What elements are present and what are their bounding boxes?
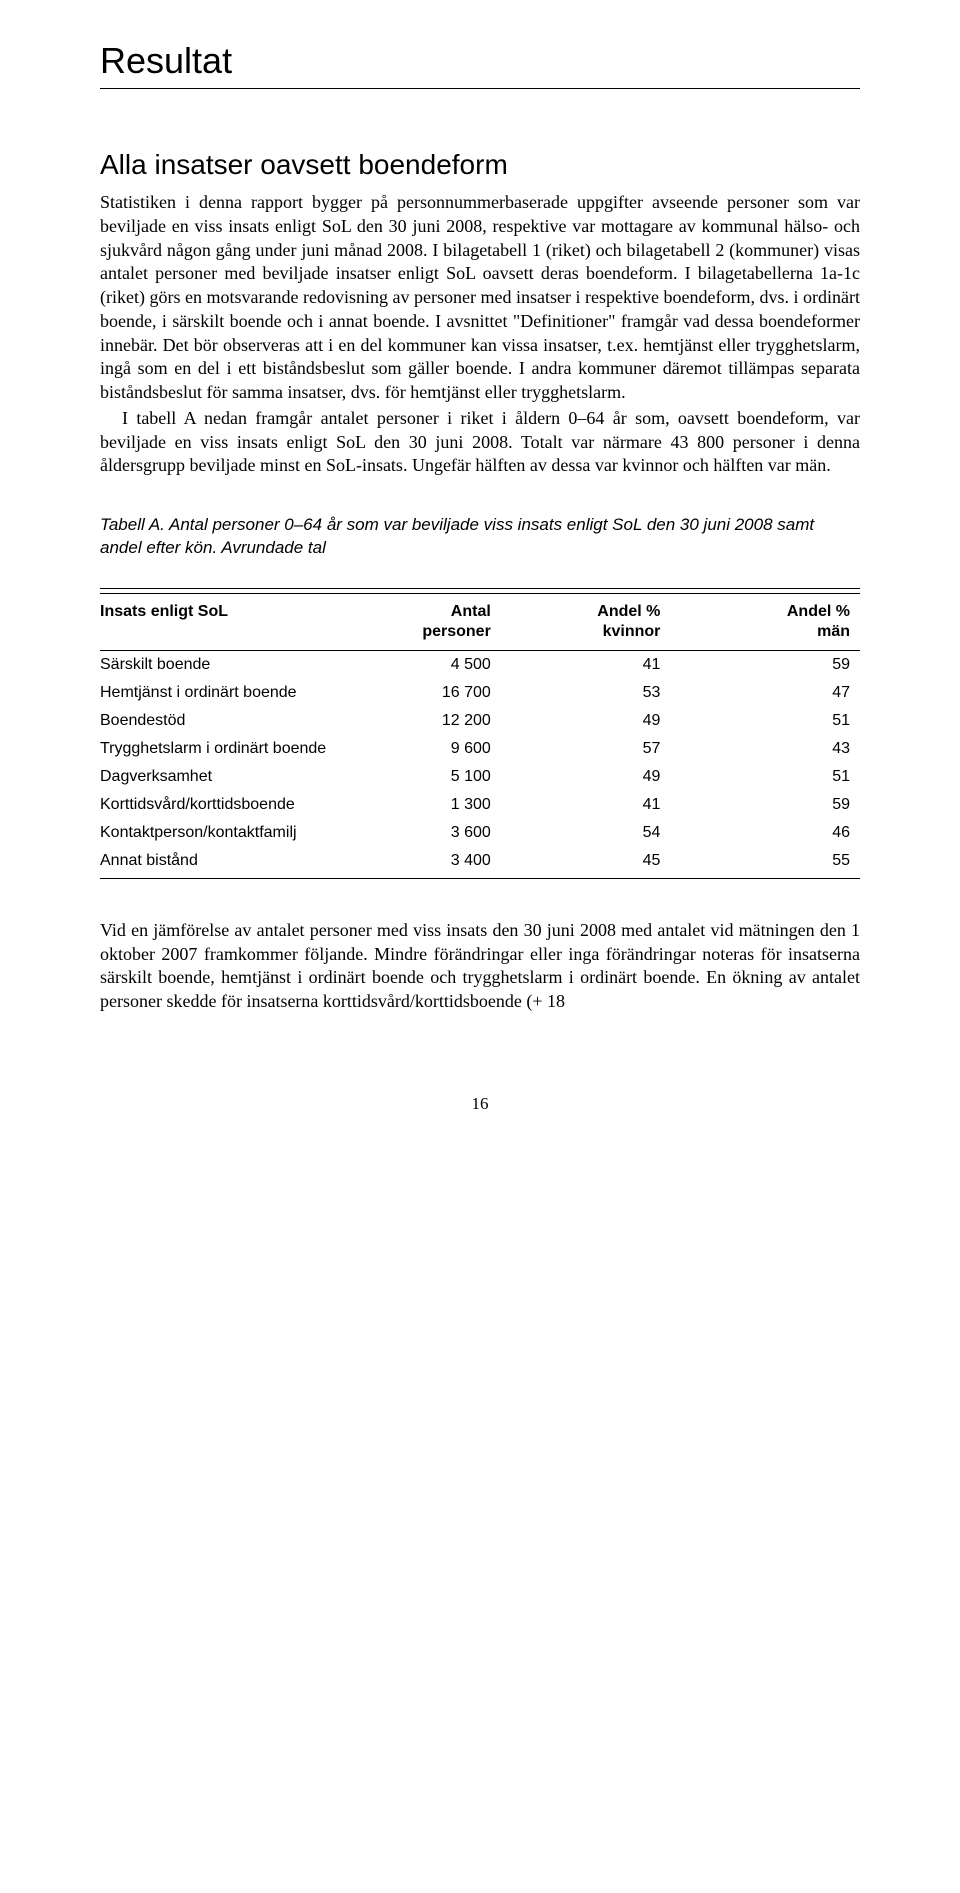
row-man: 59 <box>700 650 860 679</box>
row-man: 51 <box>700 707 860 735</box>
paragraph-1: Statistiken i denna rapport bygger på pe… <box>100 191 860 405</box>
row-label: Boendestöd <box>100 707 389 735</box>
row-label: Dagverksamhet <box>100 763 389 791</box>
table-row: Trygghetslarm i ordinärt boende 9 600 57… <box>100 735 860 763</box>
data-table: Insats enligt SoL Antalpersoner Andel %k… <box>100 588 860 879</box>
row-antal: 4 500 <box>389 650 541 679</box>
row-label: Trygghetslarm i ordinärt boende <box>100 735 389 763</box>
row-kvinnor: 41 <box>541 791 701 819</box>
row-man: 47 <box>700 679 860 707</box>
row-kvinnor: 45 <box>541 847 701 879</box>
row-man: 55 <box>700 847 860 879</box>
row-antal: 1 300 <box>389 791 541 819</box>
row-man: 59 <box>700 791 860 819</box>
table-header-insats: Insats enligt SoL <box>100 593 389 650</box>
row-antal: 3 400 <box>389 847 541 879</box>
row-antal: 5 100 <box>389 763 541 791</box>
paragraph-3: Vid en jämförelse av antalet personer me… <box>100 919 860 1014</box>
table-row: Annat bistånd 3 400 45 55 <box>100 847 860 879</box>
row-man: 46 <box>700 819 860 847</box>
row-kvinnor: 41 <box>541 650 701 679</box>
table-row: Korttidsvård/korttidsboende 1 300 41 59 <box>100 791 860 819</box>
row-antal: 3 600 <box>389 819 541 847</box>
paragraph-2: I tabell A nedan framgår antalet persone… <box>100 407 860 478</box>
table-row: Kontaktperson/kontaktfamilj 3 600 54 46 <box>100 819 860 847</box>
row-man: 51 <box>700 763 860 791</box>
row-kvinnor: 49 <box>541 763 701 791</box>
page-number: 16 <box>100 1094 860 1114</box>
row-label: Kontaktperson/kontaktfamilj <box>100 819 389 847</box>
table-header-kvinnor: Andel %kvinnor <box>541 593 701 650</box>
document-page: Resultat Alla insatser oavsett boendefor… <box>0 0 960 1174</box>
row-kvinnor: 54 <box>541 819 701 847</box>
section-title: Resultat <box>100 40 860 89</box>
table-body: Särskilt boende 4 500 41 59 Hemtjänst i … <box>100 650 860 878</box>
table-header-man: Andel %män <box>700 593 860 650</box>
row-antal: 16 700 <box>389 679 541 707</box>
table-row: Särskilt boende 4 500 41 59 <box>100 650 860 679</box>
row-kvinnor: 53 <box>541 679 701 707</box>
table-header-antal: Antalpersoner <box>389 593 541 650</box>
row-label: Hemtjänst i ordinärt boende <box>100 679 389 707</box>
table-caption: Tabell A. Antal personer 0–64 år som var… <box>100 514 860 560</box>
row-antal: 9 600 <box>389 735 541 763</box>
row-antal: 12 200 <box>389 707 541 735</box>
row-kvinnor: 49 <box>541 707 701 735</box>
table-row: Hemtjänst i ordinärt boende 16 700 53 47 <box>100 679 860 707</box>
row-label: Annat bistånd <box>100 847 389 879</box>
table-header-row: Insats enligt SoL Antalpersoner Andel %k… <box>100 593 860 650</box>
table-row: Dagverksamhet 5 100 49 51 <box>100 763 860 791</box>
subheading: Alla insatser oavsett boendeform <box>100 149 860 181</box>
row-kvinnor: 57 <box>541 735 701 763</box>
table-row: Boendestöd 12 200 49 51 <box>100 707 860 735</box>
row-label: Korttidsvård/korttidsboende <box>100 791 389 819</box>
row-label: Särskilt boende <box>100 650 389 679</box>
row-man: 43 <box>700 735 860 763</box>
